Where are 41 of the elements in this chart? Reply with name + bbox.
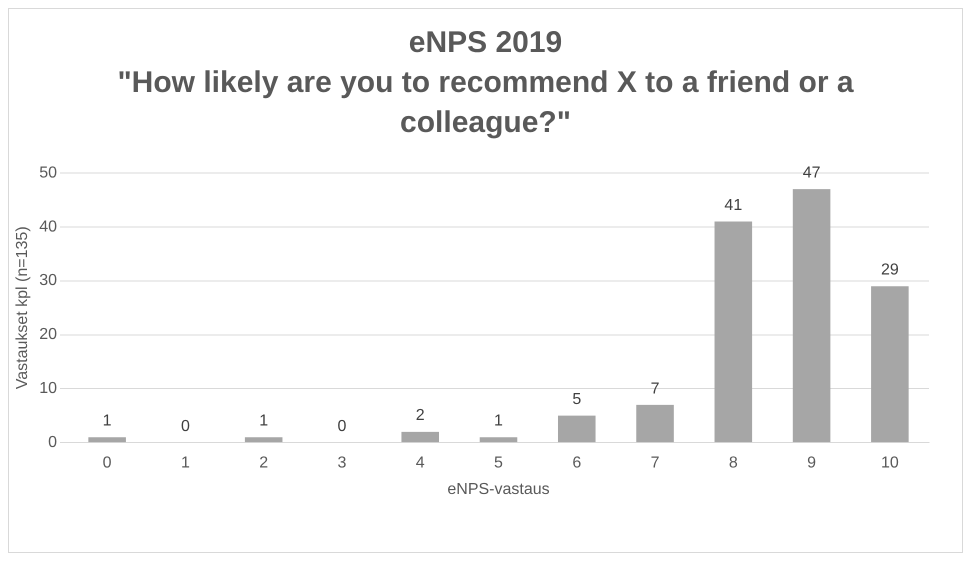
x-tick-label: 10	[880, 454, 899, 472]
y-tick-label: 10	[39, 380, 58, 398]
x-axis-title: eNPS-vastaus	[447, 480, 550, 498]
x-tick-label: 7	[650, 454, 660, 472]
data-label: 0	[338, 418, 346, 436]
x-tick-label: 2	[259, 454, 268, 472]
bar	[244, 437, 282, 442]
data-label: 2	[416, 407, 425, 424]
x-tick-label: 9	[807, 454, 816, 472]
chart-title: eNPS 2019	[408, 25, 564, 61]
bar	[871, 286, 909, 442]
bar	[792, 189, 830, 442]
x-tick-label: 4	[416, 454, 425, 472]
y-tick-label: 0	[48, 434, 58, 452]
y-tick-label: 20	[39, 326, 58, 344]
bar	[714, 222, 752, 442]
data-label: 1	[102, 412, 112, 430]
x-tick-label: 6	[572, 454, 582, 472]
x-tick-label: 1	[180, 454, 190, 472]
bar	[401, 432, 440, 442]
bar	[480, 437, 518, 442]
data-label: 0	[180, 418, 190, 436]
bar	[558, 416, 596, 442]
data-label: 41	[724, 196, 742, 214]
data-label: 5	[572, 391, 582, 408]
data-label: 47	[802, 164, 821, 182]
y-tick-label: 40	[39, 218, 58, 236]
bar	[636, 404, 674, 442]
y-tick-label: 50	[39, 164, 58, 182]
y-axis-title: Vastaukset kpl (n=135)	[14, 226, 32, 390]
y-tick-label: 30	[39, 272, 58, 290]
data-label: 29	[880, 262, 899, 279]
x-tick-label: 8	[728, 454, 738, 472]
chart-subtitle: "How likely are you to recommend X to a friend or a colleague?"	[116, 65, 855, 141]
x-tick-label: 0	[102, 454, 112, 472]
x-tick-label: 5	[494, 454, 504, 472]
bar	[88, 437, 126, 442]
data-label: 1	[494, 412, 504, 430]
x-tick-label: 3	[338, 454, 346, 472]
data-label: 7	[650, 380, 660, 398]
data-label: 1	[259, 412, 268, 430]
